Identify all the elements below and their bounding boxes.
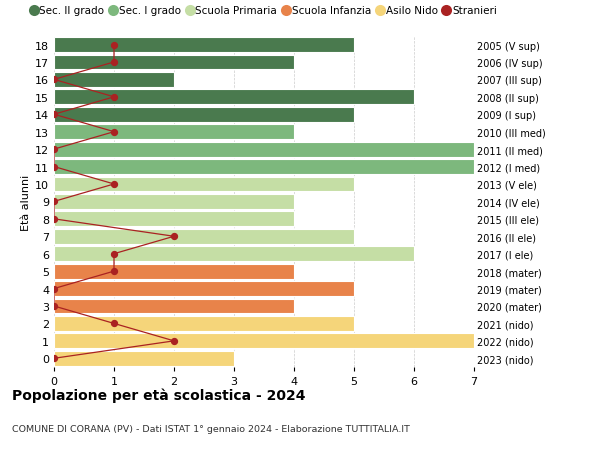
Point (49, 216, 59, 223)
Point (49, 77, 59, 84)
Bar (54, 264, 294, 279)
Text: Popolazione per età scolastica - 2024: Popolazione per età scolastica - 2024 (12, 388, 305, 403)
Point (109, 94, 119, 101)
Bar (54, 142, 474, 157)
Bar (54, 107, 354, 123)
Point (169, 337, 179, 345)
Point (49, 198, 59, 206)
Bar (54, 230, 354, 244)
Point (109, 320, 119, 327)
Bar (54, 212, 294, 227)
Y-axis label: Età alunni: Età alunni (21, 174, 31, 230)
Point (109, 59, 119, 67)
Point (49, 355, 59, 362)
Bar (54, 56, 294, 70)
Point (109, 42, 119, 49)
Point (49, 112, 59, 119)
Bar (54, 247, 414, 262)
Bar (54, 316, 354, 331)
Point (109, 129, 119, 136)
Bar (54, 195, 294, 209)
Bar (54, 299, 294, 313)
Point (169, 233, 179, 241)
Point (49, 146, 59, 153)
Legend: Sec. II grado, Sec. I grado, Scuola Primaria, Scuola Infanzia, Asilo Nido, Stran: Sec. II grado, Sec. I grado, Scuola Prim… (27, 2, 501, 21)
Point (49, 285, 59, 292)
Bar (54, 38, 354, 53)
Point (109, 268, 119, 275)
Bar (54, 351, 234, 366)
Bar (54, 90, 414, 105)
Bar (54, 334, 474, 348)
Bar (54, 125, 294, 140)
Bar (54, 281, 354, 297)
Point (109, 251, 119, 258)
Point (49, 302, 59, 310)
Bar (54, 160, 474, 174)
Bar (54, 73, 174, 88)
Text: COMUNE DI CORANA (PV) - Dati ISTAT 1° gennaio 2024 - Elaborazione TUTTITALIA.IT: COMUNE DI CORANA (PV) - Dati ISTAT 1° ge… (12, 425, 410, 434)
Point (49, 163, 59, 171)
Bar (54, 177, 354, 192)
Point (109, 181, 119, 188)
